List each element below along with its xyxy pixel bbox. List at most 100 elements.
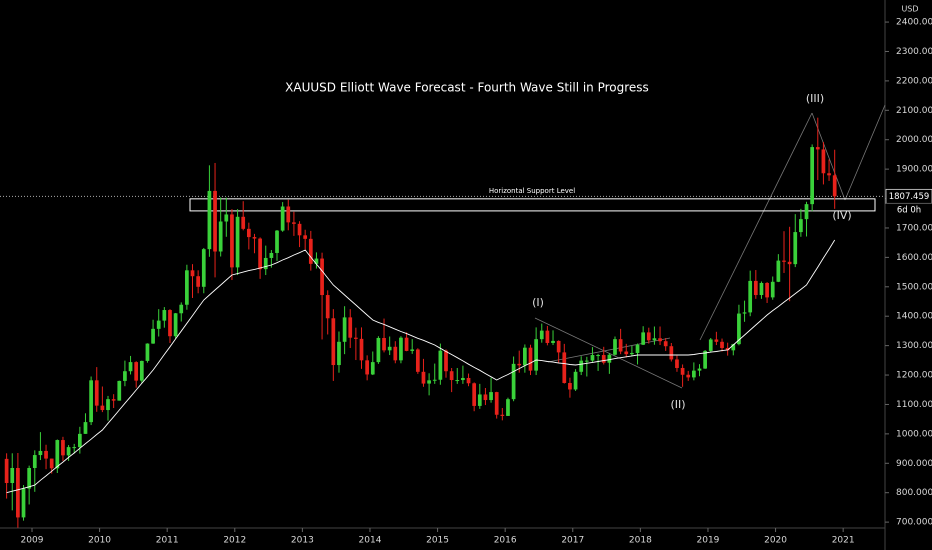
candle-body	[511, 363, 516, 400]
candle-body	[590, 355, 595, 361]
candle-body	[190, 270, 195, 277]
x-tick-label: 2013	[291, 536, 314, 546]
x-tick-label: 2019	[697, 536, 720, 546]
candle-body	[646, 332, 651, 341]
candle-body	[556, 340, 561, 353]
candle-body	[235, 216, 240, 268]
candle-body	[539, 330, 544, 340]
candle-body	[21, 488, 26, 518]
candle-body	[686, 374, 691, 378]
candle-body	[703, 350, 707, 369]
candle-body	[584, 360, 589, 362]
wave-line	[534, 317, 683, 389]
candle-body	[489, 392, 493, 401]
candle-body	[196, 276, 201, 287]
candle-body	[106, 399, 110, 411]
candle-body	[466, 377, 471, 384]
candle-body	[117, 380, 122, 401]
candle-body	[472, 383, 477, 406]
candle-body	[742, 312, 747, 314]
x-tick-label: 2020	[764, 536, 787, 546]
candle-body	[708, 339, 713, 351]
y-tick-label: 1500.000	[896, 282, 932, 292]
y-tick-label: 700.000	[896, 518, 932, 528]
candle-body	[179, 304, 184, 314]
candle-body	[562, 352, 567, 383]
candle-body	[162, 310, 167, 321]
candle-body	[618, 339, 623, 352]
candle-body	[168, 310, 172, 337]
candle-body	[4, 458, 9, 483]
candle-body	[652, 338, 657, 341]
x-tick-label: 2010	[88, 536, 111, 546]
candle-body	[320, 258, 324, 296]
y-tick-label: 2200.000	[896, 76, 932, 86]
candle-body	[821, 149, 826, 174]
candle-body	[523, 347, 527, 366]
wave-line	[699, 112, 813, 341]
candle-body	[810, 147, 815, 205]
countdown: 6d 0h	[897, 205, 921, 215]
x-tick-label: 2012	[223, 536, 246, 546]
candle-body	[280, 206, 285, 231]
candle-body	[370, 362, 375, 375]
candle-body	[799, 219, 803, 233]
candle-body	[10, 467, 15, 483]
candle-body	[714, 339, 719, 342]
candle-body	[246, 228, 251, 238]
candle-body	[145, 343, 150, 361]
candle-body	[635, 344, 640, 353]
candle-body	[230, 214, 234, 268]
countdown-box	[886, 203, 932, 217]
candle-body	[432, 379, 437, 381]
candle-body	[387, 346, 392, 351]
candle-body	[286, 206, 291, 223]
candle-body	[444, 350, 448, 372]
y-tick-label: 2400.000	[896, 18, 932, 28]
candle-body	[669, 346, 674, 360]
candle-body	[72, 447, 77, 449]
candle-body	[455, 380, 460, 382]
candle-body	[134, 362, 139, 381]
candle-body	[675, 359, 679, 368]
candle-body	[83, 422, 88, 434]
candle-body	[438, 350, 443, 380]
support-label: Horizontal Support Level	[489, 187, 575, 195]
candle-body	[528, 347, 533, 371]
candle-body	[342, 317, 347, 342]
candle-body	[804, 204, 809, 220]
candle-body	[737, 313, 741, 345]
y-tick-label: 800.000	[896, 488, 932, 498]
chart-title: XAUUSD Elliott Wave Forecast - Fourth Wa…	[285, 81, 649, 95]
candle-body	[44, 450, 48, 459]
x-tick-label: 2017	[561, 536, 584, 546]
candle-body	[731, 344, 736, 351]
y-tick-label: 900.000	[896, 459, 932, 469]
candle-body	[275, 230, 279, 253]
x-tick-label: 2011	[156, 536, 179, 546]
candle-body	[303, 235, 308, 239]
candle-body	[218, 221, 223, 252]
candle-body	[613, 339, 617, 355]
wave-label: (III)	[806, 92, 824, 105]
candle-body	[641, 332, 646, 345]
candle-body	[297, 223, 302, 236]
candle-body	[185, 270, 189, 305]
wave-lines	[534, 104, 886, 389]
candle-body	[787, 261, 792, 265]
moving-average	[6, 239, 836, 494]
candle-body	[252, 237, 257, 239]
y-tick-label: 2100.000	[896, 106, 932, 116]
candle-body	[100, 405, 105, 411]
candle-body	[551, 340, 555, 343]
candle-body	[354, 337, 358, 339]
candle-body	[173, 313, 178, 337]
candle-body	[348, 317, 353, 338]
wave-line	[547, 337, 671, 363]
y-tick-label: 2000.000	[896, 135, 932, 145]
candle-body	[89, 380, 93, 423]
y-tick-label: 1700.000	[896, 223, 932, 233]
candle-body	[461, 377, 465, 381]
candle-body	[331, 318, 336, 366]
